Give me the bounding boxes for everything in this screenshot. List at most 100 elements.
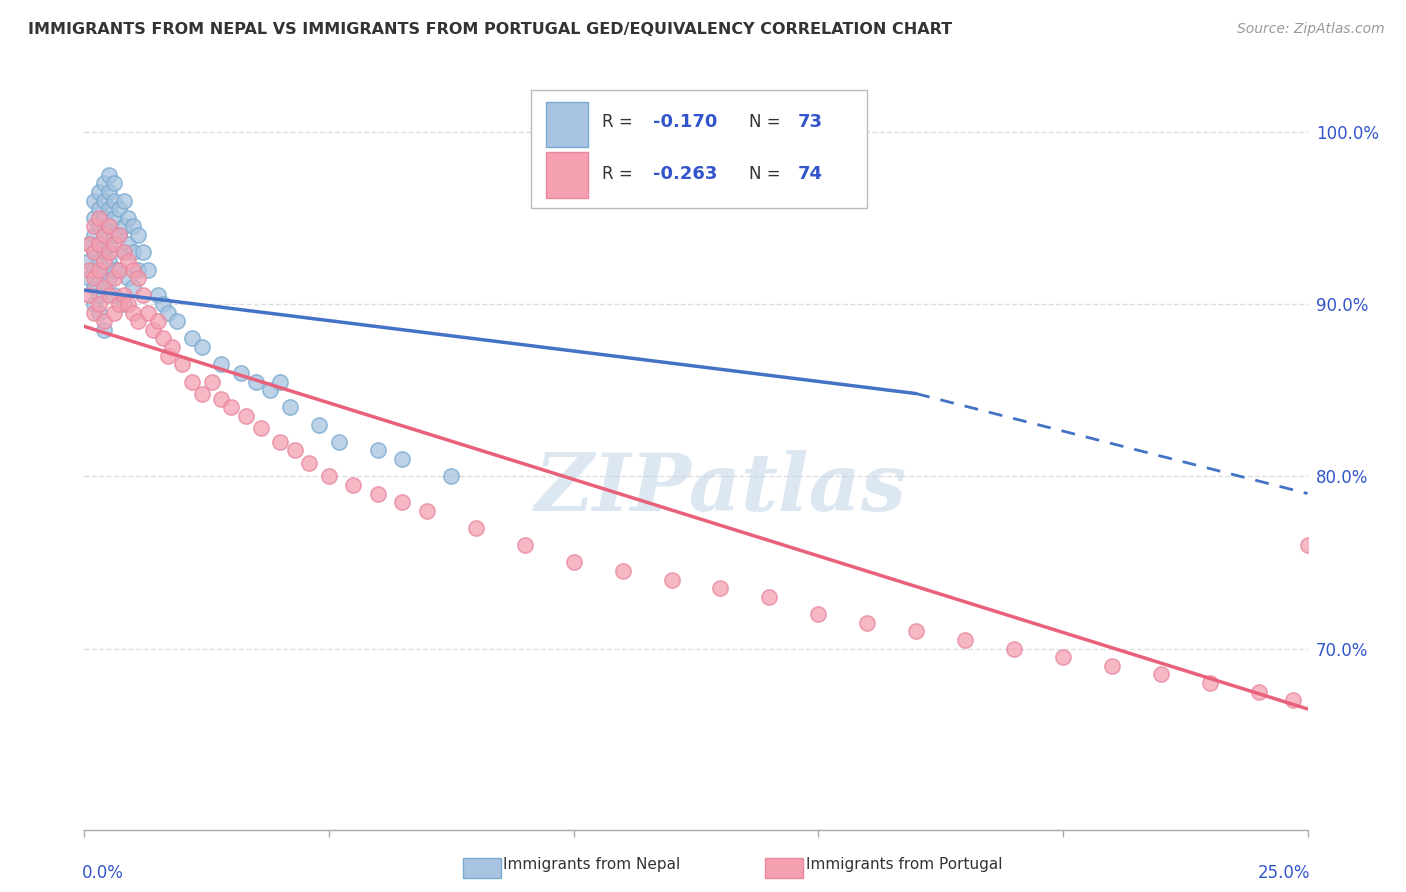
Point [416, 504, 439, 518]
Point [132, 245, 155, 260]
Point [122, 245, 145, 260]
Point [181, 331, 204, 345]
Text: ZIPatlas: ZIPatlas [534, 450, 907, 527]
Point [112, 297, 135, 311]
Point [122, 279, 145, 293]
Point [328, 434, 350, 449]
Text: Immigrants from Nepal: Immigrants from Nepal [503, 857, 681, 871]
Point [219, 401, 242, 415]
Point [103, 271, 125, 285]
Point [905, 624, 928, 639]
Point [117, 211, 139, 225]
Point [191, 340, 214, 354]
Point [107, 262, 129, 277]
Point [1247, 684, 1270, 698]
Point [77, 253, 100, 268]
FancyBboxPatch shape [546, 102, 588, 147]
Point [97, 253, 120, 268]
Point [156, 305, 179, 319]
Point [97, 288, 120, 302]
Text: Source: ZipAtlas.com: Source: ZipAtlas.com [1237, 22, 1385, 37]
Point [152, 331, 174, 345]
Point [953, 633, 976, 648]
Point [172, 357, 194, 371]
Point [93, 279, 115, 293]
Point [93, 245, 115, 260]
Point [97, 219, 120, 234]
Point [93, 262, 115, 277]
Point [278, 401, 301, 415]
Point [758, 590, 780, 604]
Point [117, 297, 139, 311]
Point [235, 409, 257, 423]
Point [612, 564, 634, 578]
Point [77, 271, 100, 285]
Point [97, 236, 120, 251]
Point [122, 305, 145, 319]
Point [191, 386, 214, 401]
Text: Immigrants from Portugal: Immigrants from Portugal [806, 857, 1002, 871]
Point [83, 279, 105, 293]
Point [93, 211, 115, 225]
Point [83, 262, 105, 277]
Point [342, 478, 364, 492]
Point [1101, 658, 1123, 673]
Point [87, 185, 110, 199]
Point [87, 236, 110, 251]
Point [142, 323, 165, 337]
Point [122, 262, 145, 277]
Point [103, 236, 125, 251]
Point [136, 305, 159, 319]
Point [259, 383, 281, 397]
Point [83, 245, 105, 260]
Point [107, 228, 129, 243]
Point [103, 194, 125, 208]
Point [87, 297, 110, 311]
Text: R =: R = [602, 113, 638, 131]
Point [112, 245, 135, 260]
Point [367, 486, 389, 500]
Point [464, 521, 486, 535]
FancyBboxPatch shape [531, 90, 868, 208]
Point [162, 340, 184, 354]
Point [391, 452, 413, 467]
Point [709, 582, 731, 596]
Point [856, 615, 879, 630]
Point [97, 219, 120, 234]
Text: 25.0%: 25.0% [1257, 863, 1310, 881]
FancyBboxPatch shape [546, 153, 588, 198]
Point [93, 228, 115, 243]
Point [87, 236, 110, 251]
Point [440, 469, 463, 483]
Point [107, 202, 129, 217]
Point [93, 228, 115, 243]
Point [127, 271, 149, 285]
Point [83, 305, 105, 319]
Point [107, 228, 129, 243]
Text: 0.0%: 0.0% [82, 863, 124, 881]
Point [117, 253, 139, 268]
Point [298, 456, 321, 470]
Point [93, 253, 115, 268]
Point [200, 375, 222, 389]
Text: -0.170: -0.170 [654, 113, 717, 131]
Point [87, 211, 110, 225]
Point [93, 177, 115, 191]
Point [367, 443, 389, 458]
Point [1150, 667, 1173, 681]
Point [83, 211, 105, 225]
Point [83, 245, 105, 260]
Point [209, 392, 232, 406]
Text: -0.263: -0.263 [654, 165, 717, 183]
Point [83, 194, 105, 208]
Point [156, 349, 179, 363]
Text: 73: 73 [797, 113, 823, 131]
Text: IMMIGRANTS FROM NEPAL VS IMMIGRANTS FROM PORTUGAL GED/EQUIVALENCY CORRELATION CH: IMMIGRANTS FROM NEPAL VS IMMIGRANTS FROM… [28, 22, 952, 37]
Point [103, 228, 125, 243]
Point [83, 219, 105, 234]
Point [77, 236, 100, 251]
Point [83, 228, 105, 243]
Point [146, 288, 169, 302]
Text: 74: 74 [797, 165, 823, 183]
Point [77, 288, 100, 302]
